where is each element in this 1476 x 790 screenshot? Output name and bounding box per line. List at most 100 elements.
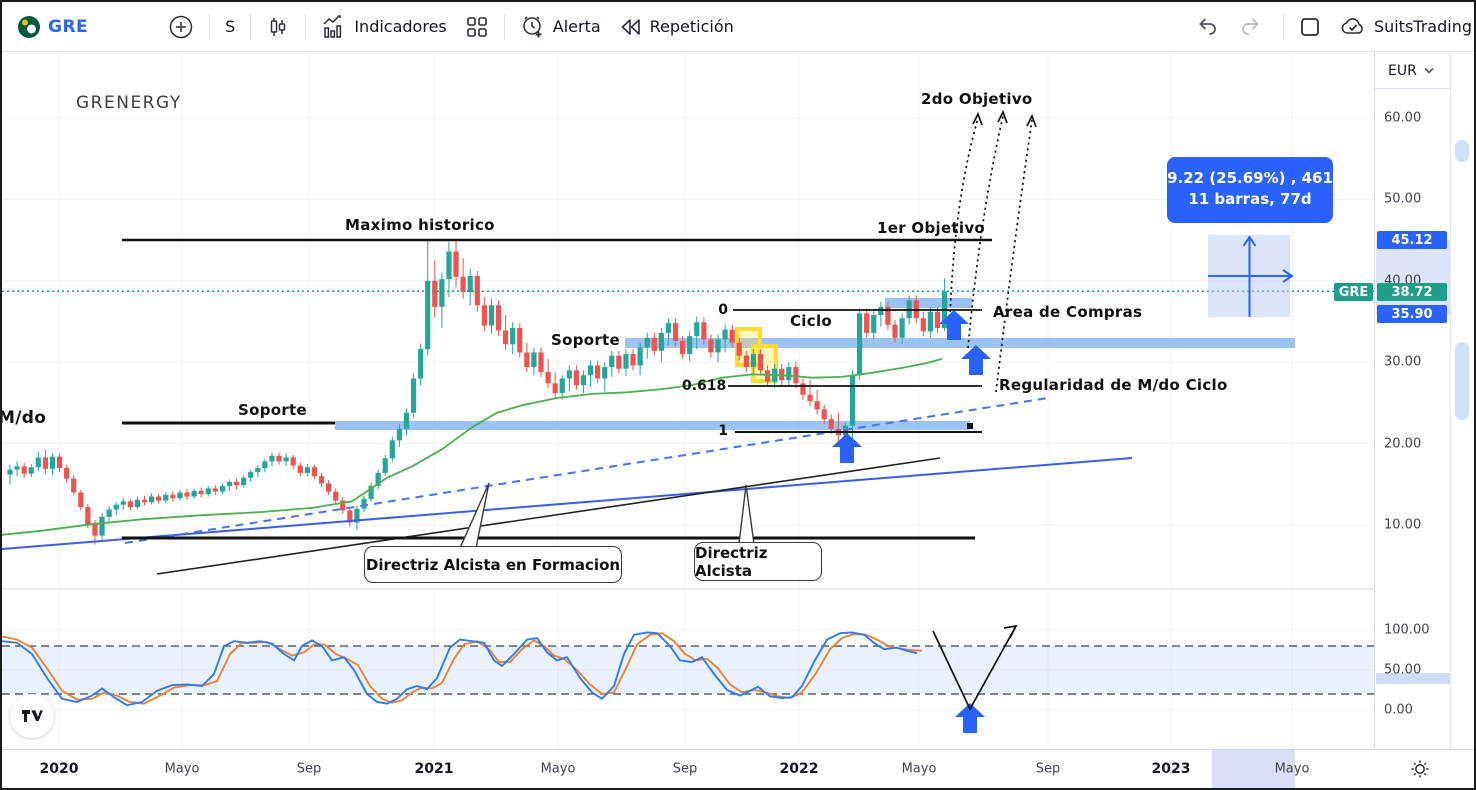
time-tick-label: 2022	[779, 761, 819, 777]
replay-label: Repetición	[649, 17, 734, 36]
measure-tooltip: 9.22 (25.69%) , 461 11 barras, 77d	[1167, 157, 1333, 223]
blue-up-arrow	[832, 433, 862, 463]
black-trendline	[156, 457, 941, 575]
price-line-symbol-badge: GRE	[1334, 283, 1373, 301]
plus-circle-icon	[168, 14, 194, 40]
projection-arrowhead	[997, 109, 1008, 124]
v-reversal-mark	[932, 625, 1017, 711]
blue-up-arrow	[939, 310, 969, 340]
panel-scrollbar-mark[interactable]	[1455, 140, 1469, 162]
fib-618-label: 0.618	[682, 378, 727, 394]
symbol-add-button[interactable]	[159, 8, 203, 46]
price-tick-label: 50.00	[1384, 191, 1422, 207]
time-tick-label: Sep	[1035, 761, 1061, 777]
directriz-callout[interactable]: Directriz Alcista	[694, 542, 822, 581]
currency-label: EUR	[1388, 62, 1417, 79]
time-axis[interactable]: 2020 Mayo Sep 2021 Mayo Sep 2022 Mayo Sep 2023 May…	[2, 749, 1474, 788]
ciclo-label[interactable]: Ciclo	[790, 312, 832, 330]
time-tick-label: Mayo	[901, 761, 937, 777]
time-tick-label: Sep	[672, 761, 698, 777]
stoch-band-fill	[2, 646, 1374, 694]
measure-tooltip-change: 9.22 (25.69%) , 461	[1167, 169, 1333, 187]
fib-handle-dot	[967, 423, 973, 429]
chevron-down-icon	[1424, 67, 1434, 74]
directriz-text: Directriz Alcista	[695, 543, 768, 580]
oscillator-tick-label: 50.00	[1384, 662, 1422, 678]
symbol-button[interactable]: GRE	[8, 9, 97, 45]
fib-0-label: 0	[718, 302, 728, 318]
price-tick-label: 20.00	[1384, 436, 1422, 452]
price-tick-label: 30.00	[1384, 354, 1422, 370]
toolbar-separator	[503, 13, 505, 40]
measure-arrowhead-up	[1242, 235, 1257, 247]
axis-highlight-zone	[1376, 240, 1451, 315]
alert-label: Alerta	[552, 17, 601, 36]
layout-grid-button[interactable]	[456, 9, 498, 45]
oscillator-tick-label: 0.00	[1384, 702, 1413, 718]
side-panel-strip[interactable]	[1450, 53, 1474, 749]
mdo-label[interactable]: M/do	[0, 408, 47, 428]
redo-icon	[1238, 14, 1264, 40]
panel-scrollbar-mark[interactable]	[1455, 342, 1469, 420]
segundo-objetivo-label[interactable]: 2do Objetivo	[921, 90, 1033, 108]
maximo-historico-label[interactable]: Maximo historico	[345, 216, 495, 234]
callout-tail	[738, 484, 755, 545]
fib-1-label: 1	[718, 423, 728, 439]
time-tick-label: Mayo	[164, 761, 200, 777]
directriz-formacion-text: Directriz Alcista en Formacion	[365, 555, 621, 574]
symbol-logo-icon	[17, 15, 41, 39]
price-tick-label: 60.00	[1384, 110, 1422, 126]
redo-button[interactable]	[1229, 8, 1273, 46]
moving-average-line	[2, 358, 943, 536]
account-label: SuitsTrading	[1373, 17, 1472, 36]
currency-selector[interactable]: EUR	[1375, 53, 1450, 89]
blue-up-arrow	[961, 345, 991, 375]
cloud-check-icon	[1339, 14, 1367, 40]
measure-upper-price-badge: 45.12	[1377, 231, 1447, 249]
toolbar-separator	[305, 13, 307, 40]
area-compras-label[interactable]: Area de Compras	[993, 303, 1143, 321]
measure-lower-price-badge: 35.90	[1377, 305, 1447, 323]
rewind-icon	[619, 15, 643, 39]
projection-arrowhead	[1026, 113, 1037, 128]
area-compras-band	[885, 298, 972, 308]
time-tick-label: 2021	[414, 761, 454, 777]
primer-objetivo-label[interactable]: 1er Objetivo	[877, 219, 986, 237]
blue-up-arrow	[955, 703, 985, 733]
tradingview-logo[interactable]	[10, 694, 54, 738]
soporte-upper-band	[625, 338, 1295, 348]
time-tick-label: Sep	[296, 761, 322, 777]
top-toolbar: GRE S Indicadores	[2, 2, 1474, 52]
time-tick-label: Mayo	[1274, 761, 1310, 777]
indicators-icon	[321, 14, 347, 40]
candlestick-icon	[266, 15, 290, 39]
time-tick-label: 2023	[1151, 761, 1191, 777]
gear-icon[interactable]	[1408, 757, 1432, 785]
price-axis[interactable]: EUR 60.00 50.00 40.00 30.00 20.00 10.00 100.00…	[1374, 53, 1451, 749]
soporte-lower-label[interactable]: Soporte	[238, 401, 307, 419]
account-button[interactable]: SuitsTrading	[1330, 8, 1474, 46]
regularidad-label[interactable]: Regularidad de M/do Ciclo	[999, 376, 1228, 394]
v-arrowhead	[1003, 624, 1018, 639]
directriz-en-formacion	[124, 397, 1049, 544]
soporte-upper-label[interactable]: Soporte	[551, 331, 620, 349]
directriz-formacion-callout[interactable]: Directriz Alcista en Formacion	[364, 546, 622, 583]
toolbar-separator	[1282, 13, 1284, 40]
replay-button[interactable]: Repetición	[610, 9, 743, 45]
time-tick-label: Mayo	[540, 761, 576, 777]
interval-button[interactable]: S	[216, 11, 244, 42]
fullscreen-button[interactable]	[1290, 10, 1330, 44]
interval-label: S	[225, 17, 236, 36]
time-axis-highlight	[1212, 750, 1295, 788]
candles	[7, 239, 948, 545]
measure-tooltip-bars: 11 barras, 77d	[1188, 190, 1312, 208]
indicators-button[interactable]: Indicadores	[312, 8, 455, 46]
current-price-badge: 38.72	[1377, 283, 1447, 301]
undo-button[interactable]	[1185, 8, 1229, 46]
oscillator-tick-label: 100.00	[1384, 622, 1430, 638]
stoch-k-line	[2, 631, 918, 707]
chart-type-button[interactable]	[257, 9, 299, 45]
alert-button[interactable]: Alerta	[511, 8, 610, 46]
